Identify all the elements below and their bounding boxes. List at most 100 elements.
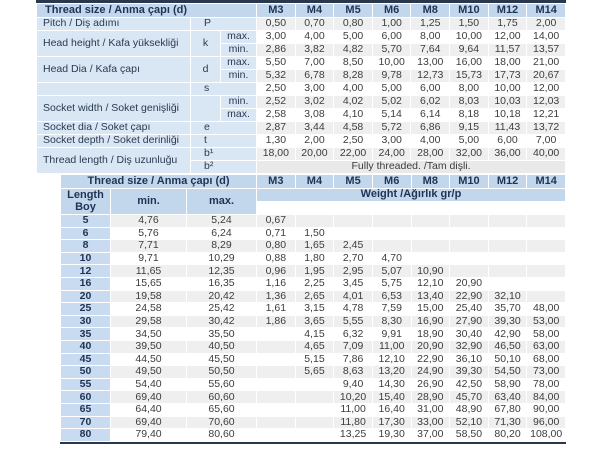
column-header-m8: M8	[410, 3, 451, 18]
min-cell: 15,65	[110, 276, 187, 291]
spec-value-cell: 12,21	[526, 108, 566, 122]
header-spacer-row	[61, 201, 566, 215]
weight-cell: 20,90	[410, 339, 451, 354]
spec-label-cell: Head height / Kafa yüksekliği	[36, 30, 191, 57]
spec-symbol-cell: P	[189, 17, 258, 31]
spec-row: Head Dia / Kafa çapı d max. 5,50 7,00 8,50 10,…	[36, 56, 566, 83]
length-label-tr: Boy	[75, 200, 96, 213]
dimensions-header-row: Thread size / Anma çapı (d) M3 M4 M5 M6 M8 M1…	[35, 3, 566, 18]
spec-row: Head height / Kafa yüksekliği k max. 3,00 4,…	[36, 30, 566, 57]
fully-threaded-cell: Fully threaded. /Tam dişli.	[256, 160, 566, 174]
weight-cell: 2,25	[294, 276, 335, 291]
spec-symbol-cell: b²	[189, 160, 258, 174]
weight-cell: 37,00	[410, 428, 451, 442]
spec-label-cell: Head Dia / Kafa çapı	[36, 56, 191, 83]
weight-cell	[487, 239, 528, 253]
weight-subheader-row: Length Boy min. max. Weight /Ağırlık gr/p	[60, 188, 566, 215]
spec-value-cell: 4,82	[333, 43, 373, 57]
spec-value-cell: 6,00	[410, 82, 451, 96]
column-header-m4: M4	[294, 3, 335, 18]
divider-top	[36, 0, 566, 3]
max-cell: 8,29	[186, 239, 257, 253]
max-cell: 10,29	[186, 251, 257, 266]
min-cell: 7,71	[110, 239, 187, 253]
column-header-m4: M4	[294, 174, 335, 189]
weight-cell: 1,65	[294, 239, 335, 253]
column-header-m6: M6	[371, 3, 412, 18]
min-cell: 49,50	[110, 365, 187, 379]
spec-value-cell: 6,86	[410, 121, 451, 135]
weight-cell: 32,10	[487, 289, 528, 304]
max-cell: 30,42	[186, 314, 257, 329]
weight-cell: 46,50	[487, 339, 528, 354]
weight-cell	[526, 239, 566, 253]
min-cell: 54,40	[110, 377, 187, 392]
weight-band-header: Weight /Ağırlık gr/p	[256, 188, 566, 202]
weight-cell: 5,55	[333, 314, 373, 329]
weight-cell: 67,80	[487, 402, 528, 417]
spec-value-cell: 7,00	[526, 134, 566, 148]
spec-label-cell: Socket depth / Soket derinliği	[36, 134, 191, 148]
weight-cell: 4,65	[294, 339, 335, 354]
weight-cell	[410, 239, 451, 253]
weight-cell	[449, 251, 489, 266]
length-label-en: Length	[67, 188, 104, 201]
weight-cell	[256, 390, 296, 404]
spec-value-cell: 10,00	[371, 56, 412, 70]
spec-value-cell: 5,00	[371, 82, 412, 96]
weight-cell: 68,00	[526, 352, 566, 367]
spec-value-cell: 40,00	[526, 147, 566, 161]
spec-value-cell: 5,72	[371, 121, 412, 135]
spec-value-cell: 5,02	[371, 95, 412, 109]
spec-value-cell: 6,78	[294, 69, 335, 83]
weight-cell: 0,67	[256, 214, 296, 228]
spec-value-cell: 24,00	[371, 147, 412, 161]
weight-cell: 0,80	[256, 239, 296, 253]
weight-row: 10 9,71 10,29 0,88 1,80 2,70 4,70	[60, 251, 566, 266]
column-header-m8: M8	[410, 174, 451, 189]
spec-value-cell: 3,02	[294, 95, 335, 109]
spec-subrow-cell: max.	[219, 108, 258, 122]
spec-value-cell: 12,03	[526, 95, 566, 109]
weight-row: 6 5,76 6,24 0,71 1,50	[60, 226, 566, 241]
weight-cell: 1,50	[294, 226, 335, 241]
spec-subrow-cell: max.	[219, 30, 258, 44]
column-header-m3: M3	[256, 3, 296, 18]
column-header-m5: M5	[333, 174, 373, 189]
weight-cell: 31,00	[410, 402, 451, 417]
weight-cell: 7,09	[333, 339, 373, 354]
weight-cell: 90,00	[526, 402, 566, 417]
weight-cell: 1,36	[256, 289, 296, 304]
weight-cell: 4,15	[294, 327, 335, 341]
header-spacer-cell	[256, 201, 566, 215]
spec-row: min. 2,86 3,82 4,82 5,70 7,64 9,64 11,57 13,57	[37, 43, 566, 57]
weight-cell: 58,50	[449, 428, 489, 442]
weight-row: 8 7,71 8,29 0,80 1,65 2,45	[60, 239, 566, 253]
spec-value-cell: 17,73	[487, 69, 528, 83]
weight-cell: 50,10	[487, 352, 528, 367]
weight-cell: 96,00	[526, 415, 566, 430]
spec-value-cell: 11,43	[487, 121, 528, 135]
weight-cell: 2,65	[294, 289, 335, 304]
weight-row: 5 4,76 5,24 0,67	[60, 214, 566, 228]
max-cell: 70,60	[186, 415, 257, 430]
spec-row: Thread length / Diş uzunluğu b¹ 18,00 20,00…	[36, 147, 566, 174]
spec-value-cell: 10,18	[487, 108, 528, 122]
spec-symbol-cell: s	[189, 82, 258, 96]
spec-label-cell: Pitch / Diş adımı	[36, 17, 191, 31]
spec-value-cell: 8,50	[333, 56, 373, 70]
weight-cell: 4,01	[333, 289, 373, 304]
weight-cell: 63,00	[526, 339, 566, 354]
weight-cell: 5,15	[294, 352, 335, 367]
spec-label-cell: Socket width / Soket genişliği	[36, 95, 191, 122]
weight-cell: 1,80	[294, 251, 335, 266]
weight-cell: 14,30	[371, 377, 412, 392]
min-column-header: min.	[110, 188, 187, 215]
weight-cell	[371, 226, 412, 241]
weight-cell	[333, 214, 373, 228]
spec-value-cell: 28,00	[410, 147, 451, 161]
weight-cell: 2,45	[333, 239, 373, 253]
spec-value-cell: 2,87	[256, 121, 296, 135]
weight-cell: 7,86	[333, 352, 373, 367]
